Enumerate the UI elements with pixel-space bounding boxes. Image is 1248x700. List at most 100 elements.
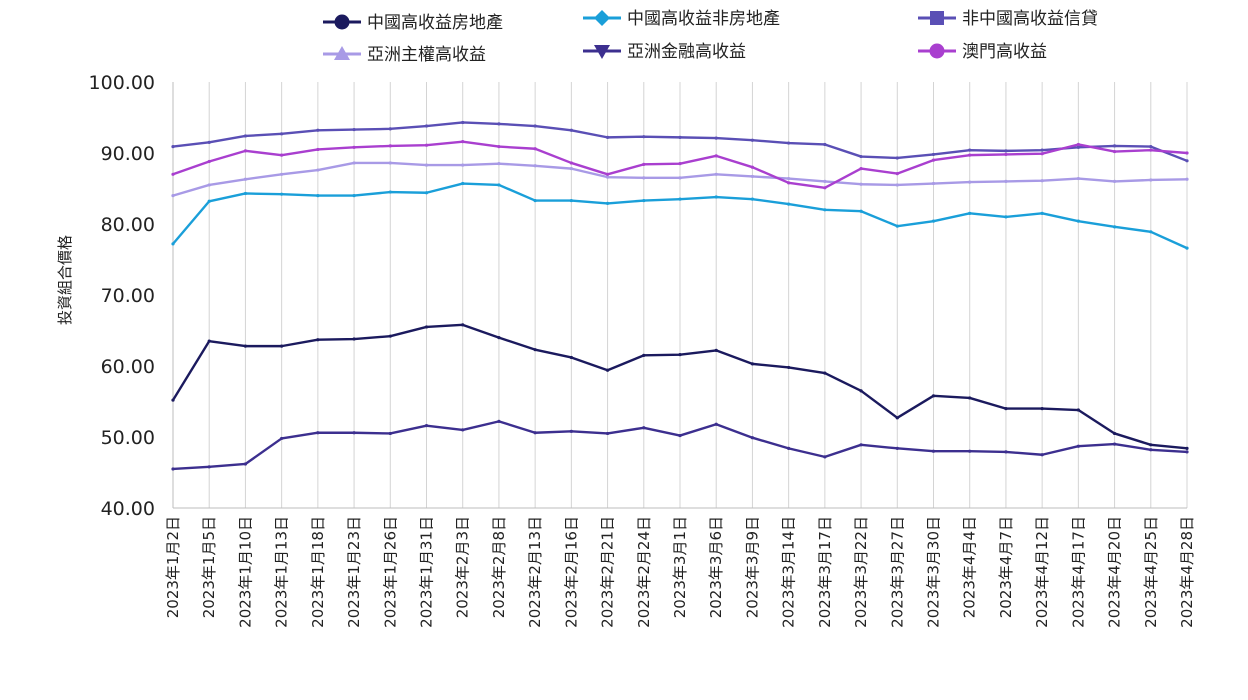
data-point xyxy=(352,337,356,341)
data-point xyxy=(895,446,899,450)
data-point xyxy=(497,336,501,340)
legend-label: 非中國高收益信貸 xyxy=(962,9,1098,29)
legend-item: 中國高收益非房地產 xyxy=(583,9,780,29)
data-point xyxy=(787,446,791,450)
data-point xyxy=(1149,230,1153,234)
data-point xyxy=(823,179,827,183)
x-tick-label: 2023年2月24日 xyxy=(635,516,653,628)
data-point xyxy=(1076,444,1080,448)
data-point xyxy=(1040,211,1044,215)
data-point xyxy=(859,167,863,171)
data-point xyxy=(497,122,501,126)
data-point xyxy=(569,128,573,132)
data-point xyxy=(243,177,248,181)
data-point xyxy=(1185,446,1189,450)
x-tick-label: 2023年1月26日 xyxy=(381,516,399,628)
x-tick-label: 2023年4月4日 xyxy=(961,516,979,618)
y-tick-label: 80.00 xyxy=(101,214,155,236)
data-point xyxy=(533,147,537,151)
data-point xyxy=(678,176,682,180)
data-point xyxy=(243,191,248,196)
data-point xyxy=(171,398,175,402)
data-point xyxy=(352,194,356,198)
data-point xyxy=(1004,407,1008,411)
data-point xyxy=(388,431,392,436)
x-tick-label: 2023年3月17日 xyxy=(816,516,834,628)
data-point xyxy=(642,135,646,139)
data-point xyxy=(1076,408,1080,412)
data-point xyxy=(968,211,972,215)
x-tick-label: 2023年1月2日 xyxy=(164,516,182,618)
data-point xyxy=(461,181,465,186)
x-tick-label: 2023年1月5日 xyxy=(200,516,218,618)
data-point xyxy=(895,224,899,228)
x-tick-label: 2023年1月31日 xyxy=(418,516,436,628)
data-point xyxy=(280,153,284,157)
data-point xyxy=(388,334,392,338)
data-point xyxy=(642,176,646,180)
data-point xyxy=(280,436,284,441)
data-point xyxy=(1185,450,1189,454)
data-point xyxy=(461,163,465,167)
data-point xyxy=(1185,246,1189,250)
data-point xyxy=(895,183,899,187)
data-point xyxy=(931,158,936,162)
data-point xyxy=(207,183,211,187)
data-point xyxy=(895,416,899,420)
data-point xyxy=(569,167,573,171)
data-point xyxy=(461,323,465,327)
data-point xyxy=(931,152,936,157)
legend-marker xyxy=(929,43,945,59)
data-point xyxy=(823,371,827,375)
x-tick-label: 2023年2月8日 xyxy=(490,516,508,618)
x-tick-label: 2023年4月7日 xyxy=(997,516,1015,618)
data-point xyxy=(714,172,718,176)
data-point xyxy=(280,132,284,136)
data-point xyxy=(352,127,356,132)
data-point xyxy=(1112,144,1117,148)
legend-item: 中國高收益房地產 xyxy=(323,13,503,33)
data-point xyxy=(642,426,646,430)
data-point xyxy=(678,433,682,438)
legend-marker xyxy=(334,14,350,30)
data-point xyxy=(1004,152,1008,157)
x-tick-label: 2023年3月9日 xyxy=(743,516,761,618)
data-point xyxy=(316,431,320,435)
data-point xyxy=(642,353,646,357)
data-point xyxy=(678,197,682,201)
data-point xyxy=(497,183,501,187)
data-point xyxy=(1040,152,1044,156)
data-point xyxy=(171,145,175,149)
data-point xyxy=(1149,178,1153,182)
legend-marker xyxy=(594,10,610,26)
legend-label: 亞洲主權高收益 xyxy=(367,45,486,65)
data-point xyxy=(243,149,248,153)
data-point xyxy=(1004,450,1008,454)
data-point xyxy=(605,175,610,179)
x-tick-label: 2023年4月25日 xyxy=(1142,516,1160,628)
series-line xyxy=(171,323,1189,450)
data-point xyxy=(569,161,573,165)
data-point xyxy=(642,162,646,166)
x-tick-label: 2023年1月23日 xyxy=(345,516,363,628)
data-point xyxy=(497,145,501,149)
data-point xyxy=(497,419,501,423)
data-point xyxy=(424,163,429,167)
data-point xyxy=(207,159,211,164)
y-axis-label: 投資組合價格 xyxy=(56,235,74,325)
data-point xyxy=(1112,431,1117,436)
data-point xyxy=(569,429,573,433)
y-tick-label: 100.00 xyxy=(89,72,155,94)
data-point xyxy=(1149,148,1153,152)
data-point xyxy=(1112,149,1117,154)
data-point xyxy=(1076,145,1080,149)
data-point xyxy=(171,194,175,198)
x-tick-label: 2023年2月16日 xyxy=(562,516,580,628)
data-point xyxy=(1076,219,1080,223)
x-tick-label: 2023年2月13日 xyxy=(526,516,544,628)
data-point xyxy=(352,431,356,435)
legend-label: 亞洲金融高收益 xyxy=(627,42,746,62)
legend-item: 亞洲主權高收益 xyxy=(323,45,486,65)
data-point xyxy=(750,197,755,201)
data-point xyxy=(931,181,936,186)
